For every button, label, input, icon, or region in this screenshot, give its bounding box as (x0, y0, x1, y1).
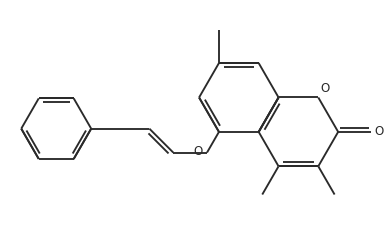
Text: O: O (320, 83, 330, 95)
Text: O: O (194, 145, 203, 158)
Text: O: O (374, 125, 383, 138)
